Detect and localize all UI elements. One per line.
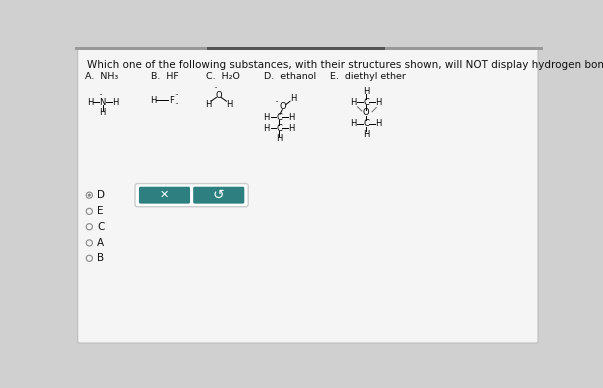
Text: ··: ·· xyxy=(98,91,103,100)
FancyBboxPatch shape xyxy=(135,184,248,207)
Text: |: | xyxy=(369,106,376,112)
Text: A: A xyxy=(97,238,104,248)
Text: C: C xyxy=(276,113,282,122)
Text: N: N xyxy=(99,97,106,106)
Text: H: H xyxy=(363,87,369,96)
Text: C: C xyxy=(363,97,369,106)
Text: H: H xyxy=(226,100,233,109)
Text: E: E xyxy=(97,206,104,217)
Text: H: H xyxy=(288,124,295,133)
FancyBboxPatch shape xyxy=(193,187,244,204)
Text: ✕: ✕ xyxy=(160,190,169,200)
Text: O: O xyxy=(280,102,286,111)
Text: H: H xyxy=(204,100,211,109)
Text: Which one of the following substances, with their structures shown, will NOT dis: Which one of the following substances, w… xyxy=(87,61,603,70)
Text: C: C xyxy=(276,124,282,133)
Bar xyxy=(207,47,385,50)
Text: H: H xyxy=(264,124,270,133)
Text: F: F xyxy=(169,96,174,105)
FancyBboxPatch shape xyxy=(139,187,190,204)
Text: ··: ·· xyxy=(274,98,279,107)
Text: ↺: ↺ xyxy=(213,188,224,202)
Text: D: D xyxy=(97,190,105,200)
Text: A.  NH₃: A. NH₃ xyxy=(84,72,118,81)
Text: ··: ·· xyxy=(174,91,178,100)
Circle shape xyxy=(88,194,91,197)
Bar xyxy=(75,47,543,50)
FancyBboxPatch shape xyxy=(78,49,538,343)
Text: H: H xyxy=(276,134,282,143)
Text: O: O xyxy=(362,108,369,117)
Text: H: H xyxy=(87,97,93,106)
Text: H: H xyxy=(288,113,295,122)
Text: |: | xyxy=(356,106,363,112)
Text: E.  diethyl ether: E. diethyl ether xyxy=(330,72,405,81)
Text: H: H xyxy=(290,94,296,104)
Text: H: H xyxy=(350,97,357,106)
Text: B.  HF: B. HF xyxy=(151,72,179,81)
Text: H: H xyxy=(99,108,106,117)
Text: H: H xyxy=(350,119,357,128)
Text: D.  ethanol: D. ethanol xyxy=(264,72,316,81)
Text: C.  H₂O: C. H₂O xyxy=(206,72,239,81)
Text: H: H xyxy=(264,113,270,122)
Text: H: H xyxy=(150,96,156,105)
Text: H: H xyxy=(375,119,382,128)
Text: C: C xyxy=(363,119,369,128)
Text: C: C xyxy=(97,222,104,232)
Text: ··: ·· xyxy=(174,100,178,109)
Text: O: O xyxy=(215,90,222,100)
Text: B: B xyxy=(97,253,104,263)
Text: H: H xyxy=(363,130,369,139)
Text: ··: ·· xyxy=(213,85,218,94)
Text: H: H xyxy=(112,97,118,106)
Text: H: H xyxy=(375,97,382,106)
